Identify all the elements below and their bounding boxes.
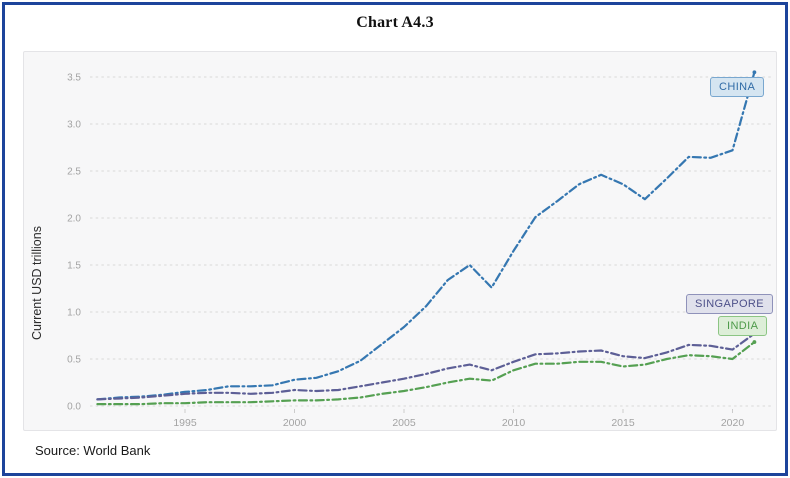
- source-note: Source: World Bank: [35, 443, 151, 458]
- svg-text:2010: 2010: [502, 417, 526, 429]
- svg-text:0.5: 0.5: [67, 355, 81, 366]
- svg-text:1995: 1995: [173, 417, 197, 429]
- svg-text:0.0: 0.0: [67, 402, 81, 413]
- y-axis-label: Current USD trillions: [30, 226, 44, 340]
- svg-text:1.5: 1.5: [67, 261, 81, 272]
- series-label-singapore: SINGAPORE: [686, 294, 774, 314]
- series-label-china: CHINA: [710, 77, 765, 97]
- chart-svg: 0.0 0.5 1.0 1.5 2.0 2.5 3.0 3.5 1995 2000 2005 2010…: [67, 70, 772, 429]
- svg-text:2020: 2020: [721, 417, 745, 429]
- chart-title: Chart A4.3: [356, 14, 434, 31]
- svg-text:2000: 2000: [283, 417, 307, 429]
- svg-text:2.5: 2.5: [67, 167, 81, 178]
- chart-panel: Current USD trillions 0.0 0.5 1.0 1.5 2.0 2.5…: [23, 51, 777, 431]
- svg-text:3.5: 3.5: [67, 73, 81, 84]
- svg-text:1.0: 1.0: [67, 308, 81, 319]
- svg-text:2015: 2015: [611, 417, 635, 429]
- svg-text:3.0: 3.0: [67, 120, 81, 131]
- svg-text:2005: 2005: [392, 417, 416, 429]
- svg-text:2.0: 2.0: [67, 214, 81, 225]
- series-label-india: INDIA: [718, 316, 768, 336]
